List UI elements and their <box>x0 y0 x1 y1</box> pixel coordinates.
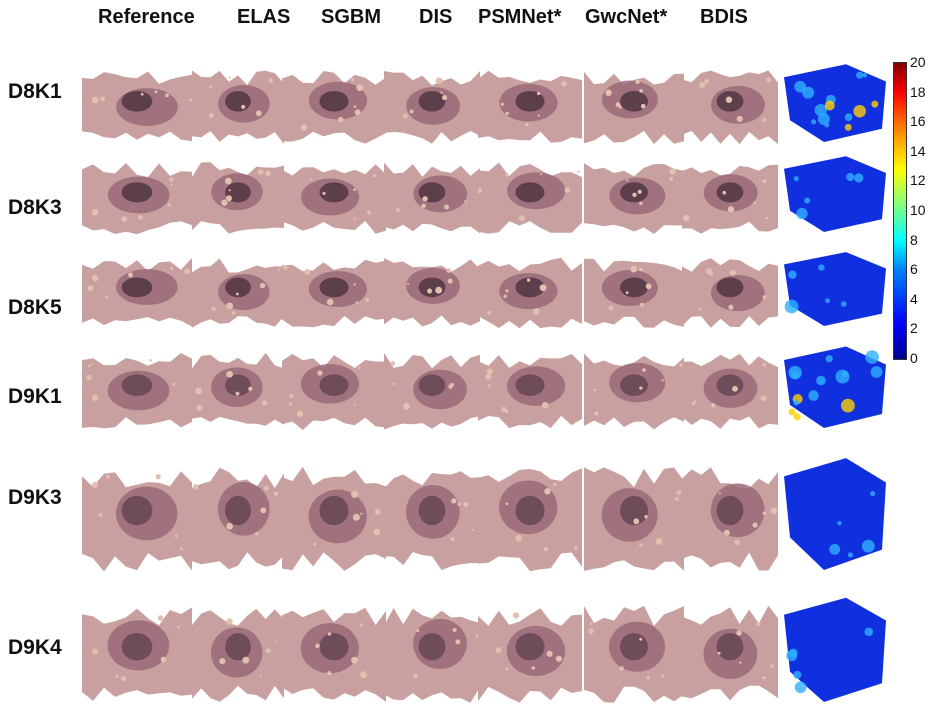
row-label-d9k4: D9K4 <box>8 636 62 659</box>
colorbar-tick-label: 8 <box>910 231 918 248</box>
reconstruction-d9k3-bdis <box>682 452 778 579</box>
colorbar-tick-label: 16 <box>910 113 926 130</box>
colorbar-tick-label: 10 <box>910 202 926 218</box>
reconstruction-d9k3-sgbm <box>282 452 386 579</box>
reconstruction-d9k4-elas <box>192 592 284 711</box>
colorbar-tick-label: 18 <box>910 83 926 100</box>
reconstruction-d8k1-dis <box>384 60 481 151</box>
reconstruction-d9k1-gwcnet <box>584 342 684 437</box>
reconstruction-d9k4-psmnet <box>478 592 582 711</box>
row-label-d8k3: D8K3 <box>8 196 62 219</box>
reconstruction-d8k1-reference <box>82 60 192 151</box>
reconstruction-d8k5-elas <box>192 248 284 335</box>
reconstruction-d8k5-bdis <box>682 248 778 335</box>
error-map-d8k1 <box>780 60 890 151</box>
reconstruction-d8k1-gwcnet <box>584 60 684 151</box>
column-header-elas: ELAS <box>237 6 291 28</box>
reconstruction-d8k3-bdis <box>682 152 778 241</box>
row-label-d9k3: D9K3 <box>8 486 62 509</box>
reconstruction-d9k3-gwcnet <box>584 452 684 579</box>
error-map-d9k3 <box>780 452 890 579</box>
reconstruction-d8k1-sgbm <box>282 60 386 151</box>
reconstruction-d8k3-elas <box>192 152 284 241</box>
error-map-d9k4 <box>780 592 890 711</box>
reconstruction-d9k4-dis <box>384 592 483 711</box>
reconstruction-d9k4-bdis <box>682 592 778 711</box>
reconstruction-d8k5-sgbm <box>282 248 386 335</box>
error-map-d9k1 <box>780 342 890 437</box>
colorbar-tick-label: 0 <box>910 350 918 366</box>
reconstruction-d9k4-reference <box>82 592 192 711</box>
reconstruction-d9k1-bdis <box>682 342 778 437</box>
column-header-gwcnet: GwcNet* <box>585 6 668 28</box>
reconstruction-d9k1-reference <box>82 342 192 437</box>
reconstruction-d9k1-sgbm <box>282 342 386 437</box>
reconstruction-d9k1-elas <box>192 342 284 437</box>
reconstruction-d9k3-psmnet <box>478 452 582 579</box>
colorbar-tick-label: 4 <box>910 290 918 307</box>
reconstruction-d8k5-psmnet <box>478 248 582 335</box>
error-colorbar <box>893 62 907 360</box>
reconstruction-d8k1-psmnet <box>478 60 582 151</box>
reconstruction-d8k3-gwcnet <box>584 152 684 241</box>
column-header-dis: DIS <box>419 6 453 28</box>
row-label-d8k5: D8K5 <box>8 296 62 319</box>
reconstruction-d9k4-sgbm <box>282 592 386 711</box>
colorbar-tick-label: 20 <box>910 54 926 70</box>
reconstruction-d8k3-psmnet <box>477 152 582 241</box>
reconstruction-d9k3-reference <box>82 452 192 579</box>
column-header-reference: Reference <box>98 6 195 28</box>
colorbar-tick-label: 2 <box>910 320 918 337</box>
reconstruction-d9k3-elas <box>192 452 284 579</box>
reconstruction-d8k1-elas <box>192 60 284 151</box>
reconstruction-d8k5-gwcnet <box>584 248 684 335</box>
reconstruction-d9k1-psmnet <box>478 342 582 437</box>
column-header-bdis: BDIS <box>700 6 748 28</box>
reconstruction-d8k3-reference <box>82 152 192 241</box>
reconstruction-d9k4-gwcnet <box>584 592 684 711</box>
reconstruction-d8k3-sgbm <box>282 152 386 241</box>
error-map-d8k5 <box>780 248 890 335</box>
row-label-d8k1: D8K1 <box>8 80 62 103</box>
colorbar-tick-label: 6 <box>910 261 918 278</box>
colorbar-tick-label: 12 <box>910 172 926 189</box>
reconstruction-d8k5-dis <box>384 248 481 335</box>
error-map-d8k3 <box>780 152 890 241</box>
reconstruction-d8k5-reference <box>82 248 192 335</box>
colorbar-tick-label: 14 <box>910 142 926 159</box>
column-header-sgbm: SGBM <box>321 6 381 28</box>
reconstruction-d8k3-dis <box>384 152 481 241</box>
reconstruction-d9k3-dis <box>384 452 481 579</box>
row-label-d9k1: D9K1 <box>8 385 62 408</box>
reconstruction-d8k1-bdis <box>682 60 778 151</box>
reconstruction-d9k1-dis <box>384 342 481 437</box>
column-header-psmnet: PSMNet* <box>478 6 562 28</box>
